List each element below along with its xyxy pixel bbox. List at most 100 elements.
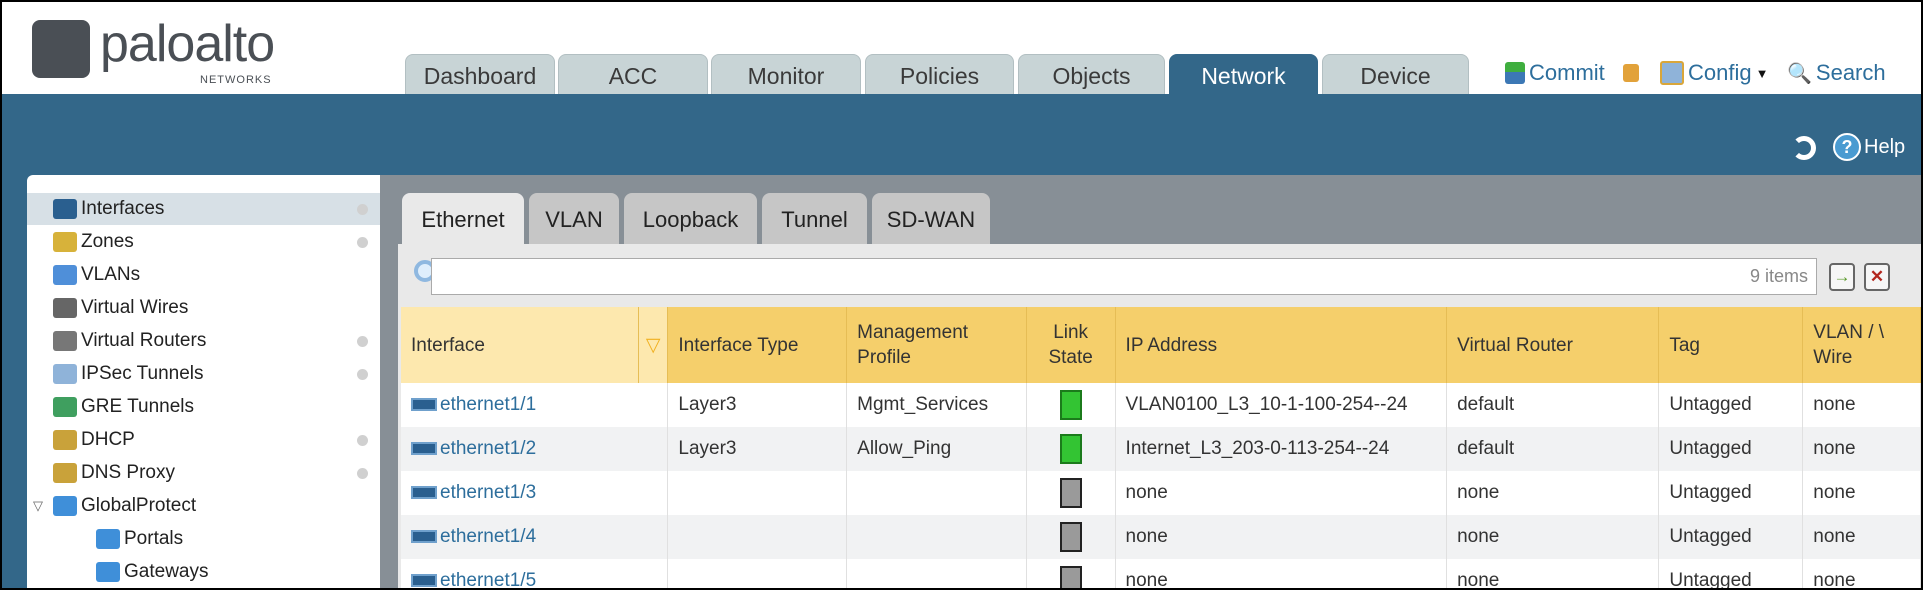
tab-loopback[interactable]: Loopback (624, 193, 757, 244)
sort-menu-button[interactable]: ▽ (637, 307, 669, 383)
sidebar-item-dns-proxy[interactable]: DNS Proxy (27, 457, 380, 489)
ip-address-cell: Internet_L3_203-0-113-254--24 (1115, 427, 1448, 471)
sidebar-item-label: Virtual Wires (81, 297, 189, 318)
tab-dashboard[interactable]: Dashboard (405, 54, 555, 94)
sidebar-item-label: DHCP (81, 429, 135, 450)
virtual-router-cell: none (1446, 515, 1660, 559)
tab-network[interactable]: Network (1169, 54, 1318, 94)
interface-type-cell: Layer3 (667, 383, 848, 427)
column-header-interface[interactable]: Interface (401, 307, 639, 383)
tab-sd-wan[interactable]: SD-WAN (872, 193, 990, 244)
item-count: 9 items (1749, 266, 1808, 286)
column-header-interface-type[interactable]: Interface Type (667, 307, 848, 383)
commit-label: Commit (1529, 60, 1605, 85)
column-header-tag[interactable]: Tag (1658, 307, 1804, 383)
table-row[interactable]: ethernet1/5 none none Untagged none (401, 559, 1921, 588)
config-menu[interactable]: Config ▼ (1660, 60, 1768, 86)
ethernet-port-icon (411, 530, 437, 544)
management-profile-cell (846, 559, 1027, 588)
sidebar-item-label: GlobalProtect (81, 495, 197, 516)
config-label: Config (1688, 60, 1752, 85)
column-header-virtual-router[interactable]: Virtual Router (1446, 307, 1660, 383)
sidebar-item-dhcp[interactable]: DHCP (27, 424, 380, 456)
dns-proxy-icon (53, 463, 77, 483)
help-button[interactable]: ? Help (1833, 133, 1905, 161)
vlan-wire-cell: none (1802, 383, 1921, 427)
apply-filter-button[interactable]: → (1829, 263, 1855, 291)
column-header-vlan-virtual-wire[interactable]: VLAN / \ Wire (1802, 307, 1921, 383)
link-state-down-icon (1059, 478, 1082, 508)
commit-button[interactable]: Commit (1505, 60, 1605, 86)
tag-cell: Untagged (1658, 383, 1804, 427)
tag-cell: Untagged (1658, 559, 1804, 588)
magnifier-icon: 🔍 (1787, 62, 1812, 85)
interfaces-table: Interface ▽ Interface Type Management Profil… (401, 307, 1921, 588)
sidebar-item-label: DNS Proxy (81, 462, 175, 483)
link-state-down-icon (1059, 522, 1082, 552)
vlan-wire-cell: none (1802, 515, 1921, 559)
sidebar-item-ipsec-tunnels[interactable]: IPSec Tunnels (27, 358, 380, 390)
status-dot-icon (357, 335, 368, 347)
column-header-ip-address[interactable]: IP Address (1115, 307, 1448, 383)
clear-filter-button[interactable]: ✕ (1864, 263, 1890, 291)
interface-type-cell (667, 471, 848, 515)
refresh-icon[interactable] (1792, 136, 1816, 160)
lock-icon[interactable] (1623, 64, 1639, 82)
search-button[interactable]: 🔍 Search (1787, 60, 1886, 86)
link-state-cell (1026, 559, 1116, 588)
table-row[interactable]: ethernet1/3 none none Untagged none (401, 471, 1921, 515)
tab-vlan[interactable]: VLAN (529, 193, 619, 244)
tab-monitor[interactable]: Monitor (711, 54, 861, 94)
logo-subtitle: NETWORKS (200, 74, 272, 86)
sidebar-item-globalprotect[interactable]: ▽ GlobalProtect (27, 490, 380, 522)
vlan-wire-cell: none (1802, 559, 1921, 588)
interface-link[interactable]: ethernet1/2 (440, 438, 537, 459)
link-state-down-icon (1059, 566, 1082, 588)
sidebar-item-zones[interactable]: Zones (27, 226, 380, 258)
tab-tunnel[interactable]: Tunnel (762, 193, 867, 244)
sidebar-item-interfaces[interactable]: Interfaces (27, 193, 380, 225)
interface-type-cell (667, 515, 848, 559)
globalprotect-icon (53, 496, 77, 516)
sidebar-item-label: GRE Tunnels (81, 396, 194, 417)
table-row[interactable]: ethernet1/1 Layer3 Mgmt_Services VLAN0100_L… (401, 383, 1921, 427)
interface-link[interactable]: ethernet1/4 (440, 526, 537, 547)
sidebar-item-label: Portals (124, 528, 184, 549)
expand-triangle-icon[interactable]: ▽ (33, 498, 43, 513)
interface-link[interactable]: ethernet1/3 (440, 482, 537, 503)
tab-policies[interactable]: Policies (865, 54, 1014, 94)
filter-input[interactable]: 9 items (431, 258, 1817, 295)
config-icon (1660, 61, 1684, 85)
sidebar-item-gre-tunnels[interactable]: GRE Tunnels (27, 391, 380, 423)
sidebar-item-portals[interactable]: Portals (27, 523, 380, 555)
interface-link[interactable]: ethernet1/5 (440, 570, 537, 588)
column-header-management-profile[interactable]: Management Profile (846, 307, 1027, 383)
sidebar-item-virtual-wires[interactable]: Virtual Wires (27, 292, 380, 324)
link-state-up-icon (1059, 434, 1082, 464)
ip-address-cell: none (1115, 515, 1448, 559)
sidebar-item-gateways[interactable]: Gateways (27, 556, 380, 588)
table-row[interactable]: ethernet1/4 none none Untagged none (401, 515, 1921, 559)
tab-ethernet[interactable]: Ethernet (402, 193, 524, 244)
tab-device[interactable]: Device (1322, 54, 1469, 94)
tag-cell: Untagged (1658, 515, 1804, 559)
dhcp-icon (53, 430, 77, 450)
column-header-link-state[interactable]: Link State (1026, 307, 1116, 383)
gre-tunnels-icon (53, 397, 77, 417)
sidebar-item-label: Zones (81, 231, 134, 252)
sidebar-item-label: VLANs (81, 264, 141, 285)
sidebar-item-vlans[interactable]: VLANs (27, 259, 380, 291)
close-icon: ✕ (1869, 267, 1885, 286)
sidebar-item-label: Virtual Routers (81, 330, 207, 351)
sidebar-item-virtual-routers[interactable]: Virtual Routers (27, 325, 380, 357)
sidebar-item-label: IPSec Tunnels (81, 363, 204, 384)
virtual-routers-icon (53, 331, 77, 351)
tag-cell: Untagged (1658, 471, 1804, 515)
interface-link[interactable]: ethernet1/1 (440, 394, 537, 415)
status-dot-icon (357, 467, 368, 479)
ethernet-port-icon (411, 574, 437, 588)
ethernet-port-icon (411, 442, 437, 456)
tab-acc[interactable]: ACC (558, 54, 708, 94)
tab-objects[interactable]: Objects (1018, 54, 1165, 94)
table-row[interactable]: ethernet1/2 Layer3 Allow_Ping Internet_L3_2… (401, 427, 1921, 471)
